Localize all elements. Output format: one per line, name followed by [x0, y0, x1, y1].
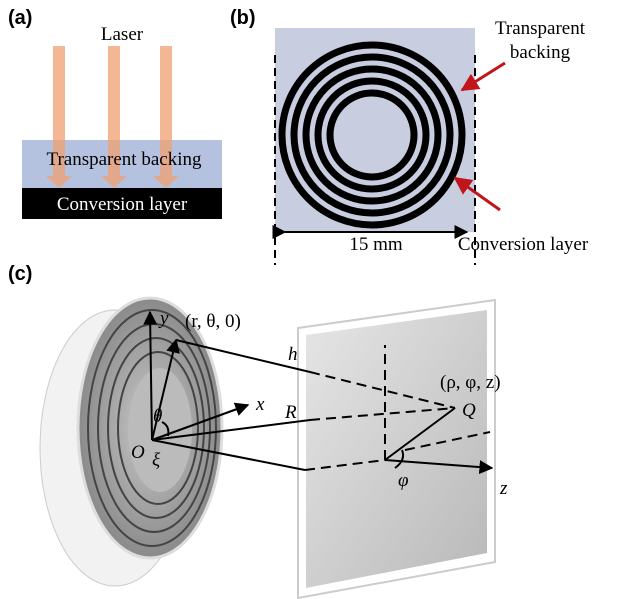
- panel-a: (a) Laser Transparent backing Conversion…: [8, 7, 222, 219]
- axis-label: y: [158, 308, 169, 329]
- backing-label: Transparent: [495, 18, 586, 39]
- backing-label: backing: [510, 42, 571, 63]
- angle-label: θ: [153, 406, 162, 427]
- figure: (a) Laser Transparent backing Conversion…: [0, 0, 620, 599]
- backing-label: Transparent backing: [47, 149, 202, 170]
- layer-label: Conversion layer: [458, 234, 589, 255]
- distance-label: h: [288, 344, 298, 365]
- axis-label: z: [499, 478, 508, 499]
- disc-center: [128, 368, 192, 492]
- panel-b: (b) 15 mm Transparent backing Conversion…: [230, 7, 589, 265]
- laser-label: Laser: [101, 24, 144, 45]
- distance-label: R: [284, 402, 297, 423]
- point-name: Q: [462, 400, 476, 421]
- point-label: (r, θ, 0): [185, 311, 241, 332]
- panel-label: (a): [8, 7, 32, 29]
- point-label: (ρ, φ, z): [440, 372, 501, 393]
- panel-label: (b): [230, 7, 256, 29]
- screen: [306, 310, 487, 588]
- layer-label: Conversion layer: [57, 194, 188, 215]
- panel-label: (c): [8, 263, 32, 285]
- panel-c: (c) y (r, θ, 0) h x θ: [8, 263, 508, 598]
- origin-label: O: [131, 442, 145, 463]
- scale-label: 15 mm: [349, 234, 403, 255]
- axis-label: x: [255, 394, 265, 415]
- angle-label: ξ: [152, 450, 161, 471]
- angle-label: φ: [398, 470, 409, 491]
